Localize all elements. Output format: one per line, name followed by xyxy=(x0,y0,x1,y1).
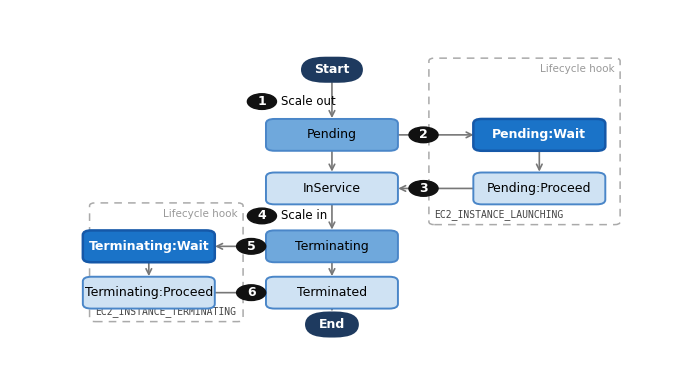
Circle shape xyxy=(247,208,277,224)
FancyBboxPatch shape xyxy=(266,173,398,205)
Text: InService: InService xyxy=(303,182,361,195)
Circle shape xyxy=(409,127,438,143)
FancyBboxPatch shape xyxy=(266,119,398,151)
Text: 2: 2 xyxy=(419,128,428,141)
FancyBboxPatch shape xyxy=(473,119,605,151)
FancyBboxPatch shape xyxy=(266,230,398,262)
Circle shape xyxy=(409,180,438,196)
Text: Scale out: Scale out xyxy=(281,95,336,108)
FancyBboxPatch shape xyxy=(83,277,215,309)
Circle shape xyxy=(236,238,265,254)
FancyBboxPatch shape xyxy=(305,311,359,338)
Text: Scale in: Scale in xyxy=(281,209,327,223)
FancyBboxPatch shape xyxy=(301,57,363,83)
Text: EC2_INSTANCE_LAUNCHING: EC2_INSTANCE_LAUNCHING xyxy=(434,209,564,220)
Text: EC2_INSTANCE_TERMINATING: EC2_INSTANCE_TERMINATING xyxy=(95,306,236,317)
Text: Start: Start xyxy=(314,63,350,76)
FancyBboxPatch shape xyxy=(473,173,605,205)
Text: 5: 5 xyxy=(247,240,256,253)
Text: Terminating:Wait: Terminating:Wait xyxy=(88,240,209,253)
FancyBboxPatch shape xyxy=(83,230,215,262)
Text: 4: 4 xyxy=(258,209,266,223)
Text: End: End xyxy=(319,318,345,331)
Text: Pending: Pending xyxy=(307,128,357,141)
Text: Pending:Proceed: Pending:Proceed xyxy=(487,182,591,195)
Text: 3: 3 xyxy=(419,182,428,195)
Text: Terminating: Terminating xyxy=(295,240,369,253)
Text: Terminated: Terminated xyxy=(297,286,367,299)
Circle shape xyxy=(236,285,265,300)
Text: 6: 6 xyxy=(247,286,256,299)
Circle shape xyxy=(247,94,277,109)
Text: Pending:Wait: Pending:Wait xyxy=(492,128,587,141)
Text: Lifecycle hook: Lifecycle hook xyxy=(163,209,238,219)
FancyBboxPatch shape xyxy=(266,277,398,309)
Text: 1: 1 xyxy=(258,95,266,108)
Text: Terminating:Proceed: Terminating:Proceed xyxy=(85,286,213,299)
Text: Lifecycle hook: Lifecycle hook xyxy=(540,64,614,74)
